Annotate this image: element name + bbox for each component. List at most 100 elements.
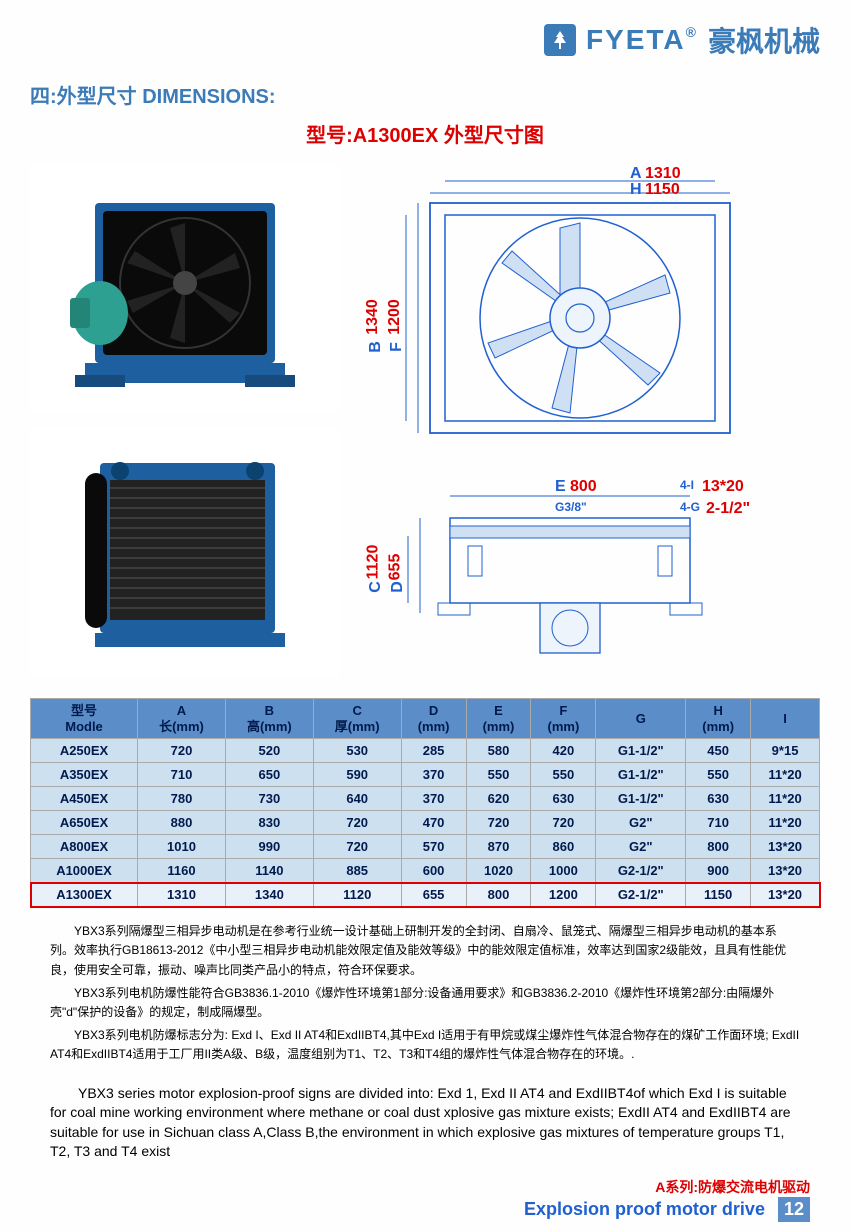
table-cell: 800 bbox=[466, 883, 531, 907]
table-row: A1300EX1310134011206558001200G2-1/2"1150… bbox=[31, 883, 820, 907]
table-header: D(mm) bbox=[401, 699, 466, 739]
table-cell: 630 bbox=[531, 787, 596, 811]
table-cell: G2-1/2" bbox=[596, 883, 686, 907]
table-cell: G2" bbox=[596, 811, 686, 835]
table-cell: 830 bbox=[225, 811, 313, 835]
table-cell: G2-1/2" bbox=[596, 859, 686, 883]
page-header: FYETA® 豪枫机械 bbox=[0, 0, 850, 70]
table-header: I bbox=[751, 699, 820, 739]
dim-E-label: E bbox=[555, 478, 566, 496]
footer-bottom: Explosion proof motor drive 12 bbox=[0, 1197, 850, 1232]
figure-area: A 1310 H 1150 B 1340 F 1200 bbox=[0, 163, 850, 683]
technical-drawings-column: A 1310 H 1150 B 1340 F 1200 bbox=[360, 163, 820, 683]
table-cell: 655 bbox=[401, 883, 466, 907]
table-cell: 13*20 bbox=[751, 835, 820, 859]
table-cell: A1000EX bbox=[31, 859, 138, 883]
brand-name-en: FYETA® bbox=[586, 24, 698, 56]
table-cell: 470 bbox=[401, 811, 466, 835]
description-paragraph: YBX3系列隔爆型三相异步电动机是在参考行业统一设计基础上研制开发的全封闭、自扇… bbox=[50, 922, 800, 980]
table-row: A450EX780730640370620630G1-1/2"63011*20 bbox=[31, 787, 820, 811]
brand-name-cn: 豪枫机械 bbox=[708, 20, 820, 60]
table-cell: A1300EX bbox=[31, 883, 138, 907]
drawing-front-view: A 1310 H 1150 B 1340 F 1200 bbox=[360, 163, 820, 463]
table-cell: 720 bbox=[313, 811, 401, 835]
table-cell: 550 bbox=[466, 763, 531, 787]
table-header: 型号Modle bbox=[31, 699, 138, 739]
table-cell: 990 bbox=[225, 835, 313, 859]
table-header: H(mm) bbox=[686, 699, 751, 739]
table-cell: 720 bbox=[531, 811, 596, 835]
dim-G2-value: 2-1/2" bbox=[706, 500, 750, 518]
table-cell: 11*20 bbox=[751, 811, 820, 835]
dim-F-label: F bbox=[388, 342, 406, 352]
table-cell: 710 bbox=[686, 811, 751, 835]
dim-D-label: D bbox=[389, 581, 407, 593]
description-paragraph: YBX3系列电机防爆性能符合GB3836.1-2010《爆炸性环境第1部分:设备… bbox=[50, 984, 800, 1022]
table-cell: 420 bbox=[531, 739, 596, 763]
dimensions-table-wrap: 型号ModleA长(mm)B高(mm)C厚(mm)D(mm)E(mm)F(mm)… bbox=[0, 683, 850, 917]
table-cell: 710 bbox=[138, 763, 226, 787]
table-row: A650EX880830720470720720G2"71011*20 bbox=[31, 811, 820, 835]
drawing-top-view: E 800 4-I 13*20 G3/8" 4-G 2-1/2" C 1120 … bbox=[360, 478, 820, 678]
product-photo-back bbox=[30, 428, 340, 678]
table-header: F(mm) bbox=[531, 699, 596, 739]
table-header: G bbox=[596, 699, 686, 739]
dim-B-label: B bbox=[367, 341, 385, 353]
dim-G-label: G3/8" bbox=[555, 500, 587, 514]
table-cell: 550 bbox=[686, 763, 751, 787]
table-cell: 13*20 bbox=[751, 883, 820, 907]
description-english-text: YBX3 series motor explosion-proof signs … bbox=[50, 1084, 800, 1162]
table-row: A350EX710650590370550550G1-1/2"55011*20 bbox=[31, 763, 820, 787]
table-cell: 1160 bbox=[138, 859, 226, 883]
table-cell: 370 bbox=[401, 787, 466, 811]
table-cell: 520 bbox=[225, 739, 313, 763]
description-english: YBX3 series motor explosion-proof signs … bbox=[0, 1074, 850, 1172]
table-cell: 11*20 bbox=[751, 763, 820, 787]
table-cell: 590 bbox=[313, 763, 401, 787]
table-cell: G1-1/2" bbox=[596, 787, 686, 811]
dim-F-value: 1200 bbox=[386, 299, 404, 335]
figure-title: 型号:A1300EX 外型尺寸图 bbox=[0, 114, 850, 163]
table-cell: 730 bbox=[225, 787, 313, 811]
dim-E-value: 800 bbox=[570, 478, 597, 496]
table-cell: G1-1/2" bbox=[596, 739, 686, 763]
table-cell: 640 bbox=[313, 787, 401, 811]
table-cell: 13*20 bbox=[751, 859, 820, 883]
table-header: B高(mm) bbox=[225, 699, 313, 739]
table-cell: 580 bbox=[466, 739, 531, 763]
product-photo-front bbox=[30, 163, 340, 413]
table-row: A800EX1010990720570870860G2"80013*20 bbox=[31, 835, 820, 859]
table-cell: 885 bbox=[313, 859, 401, 883]
table-header: C厚(mm) bbox=[313, 699, 401, 739]
dim-H-value: 1150 bbox=[645, 181, 680, 199]
dim-G2-label: 4-G bbox=[680, 500, 700, 514]
product-photos-column bbox=[30, 163, 340, 683]
table-cell: 720 bbox=[313, 835, 401, 859]
footer-series-label: A系列:防爆交流电机驱动 bbox=[0, 1172, 850, 1197]
table-cell: 9*15 bbox=[751, 739, 820, 763]
description-paragraph: YBX3系列电机防爆标志分为: Exd I、Exd II AT4和ExdIIBT… bbox=[50, 1026, 800, 1064]
table-cell: 1000 bbox=[531, 859, 596, 883]
table-cell: 900 bbox=[686, 859, 751, 883]
table-cell: A800EX bbox=[31, 835, 138, 859]
table-cell: 780 bbox=[138, 787, 226, 811]
page-number: 12 bbox=[778, 1197, 810, 1222]
table-cell: A650EX bbox=[31, 811, 138, 835]
table-header: A长(mm) bbox=[138, 699, 226, 739]
brand-logo-icon bbox=[544, 24, 576, 56]
table-cell: 1120 bbox=[313, 883, 401, 907]
section-title: 四:外型尺寸 DIMENSIONS: bbox=[0, 70, 850, 114]
table-cell: 1340 bbox=[225, 883, 313, 907]
table-cell: 530 bbox=[313, 739, 401, 763]
table-cell: 570 bbox=[401, 835, 466, 859]
dim-I1-label: 4-I bbox=[680, 478, 694, 492]
table-cell: A450EX bbox=[31, 787, 138, 811]
table-cell: G1-1/2" bbox=[596, 763, 686, 787]
table-cell: 630 bbox=[686, 787, 751, 811]
table-cell: 450 bbox=[686, 739, 751, 763]
table-cell: G2" bbox=[596, 835, 686, 859]
table-cell: A250EX bbox=[31, 739, 138, 763]
dim-I1-value: 13*20 bbox=[702, 478, 744, 496]
table-cell: 1020 bbox=[466, 859, 531, 883]
dim-B-value: 1340 bbox=[364, 299, 382, 335]
